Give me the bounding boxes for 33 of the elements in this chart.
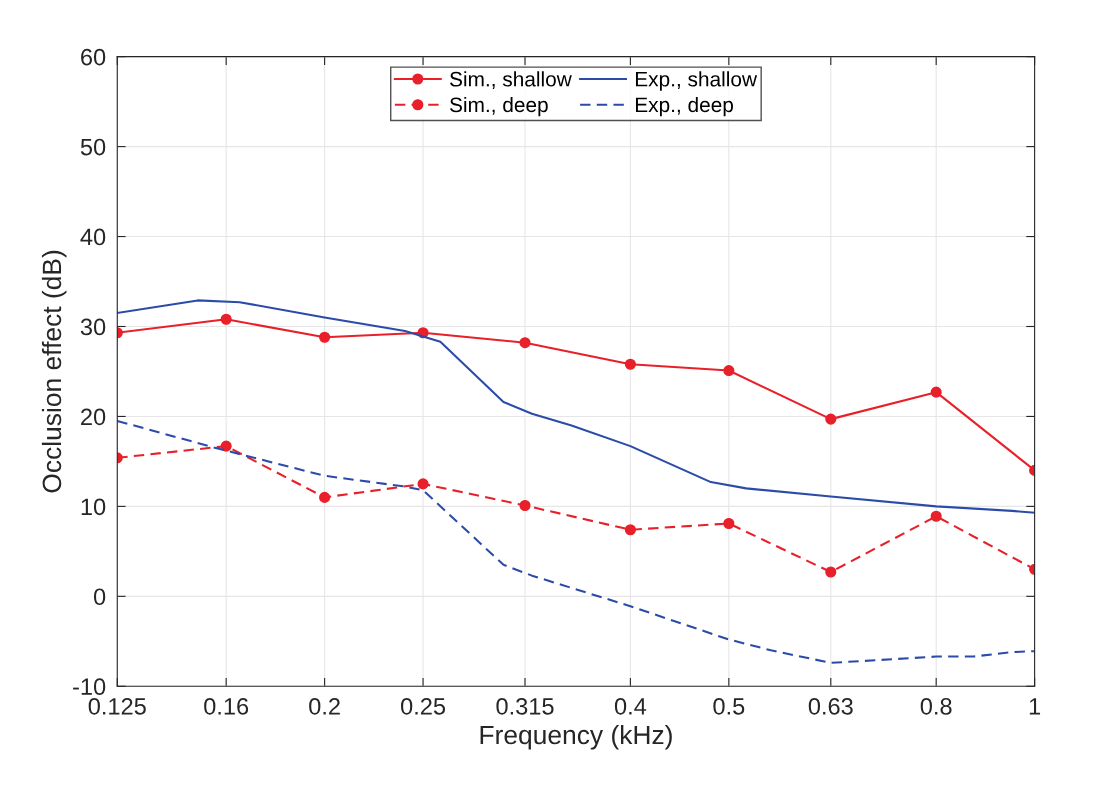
point [723, 365, 735, 377]
x-tick-label: 1 [1029, 698, 1041, 715]
x-tick-label: 0.2 [309, 698, 340, 715]
y-tick-label: -10 [73, 678, 106, 696]
y-axis-title: Occlusion effect (dB) [41, 250, 67, 493]
point [825, 566, 837, 578]
x-tick-label: 0.315 [496, 698, 554, 715]
legend-label: Sim., shallow [450, 71, 572, 90]
y-tick-label: 50 [80, 138, 106, 156]
legend-label: Exp., shallow [635, 71, 758, 91]
y-tick-label: 10 [81, 498, 106, 516]
x-tick-label: 0.16 [204, 698, 249, 715]
point [519, 337, 531, 349]
y-tick-label: 40 [80, 228, 106, 246]
point [825, 413, 837, 425]
y-tick-label: 0 [93, 588, 106, 606]
x-tick-label: 0.63 [808, 698, 853, 715]
y-tick-label: 60 [81, 48, 106, 66]
x-tick-label: 0.125 [88, 698, 146, 715]
legend-label: Exp., deep [635, 96, 734, 117]
point [723, 517, 735, 530]
point [417, 478, 429, 490]
y-tick-label: 30 [80, 318, 106, 336]
x-tick-label: 0.5 [713, 698, 745, 715]
y-tick-label: 20 [81, 408, 106, 426]
x-axis-title: Frequency (kHz) [480, 724, 672, 750]
x-tick-label: 0.25 [401, 698, 446, 715]
point [319, 331, 331, 343]
x-tick-label: 0.8 [920, 698, 952, 715]
point [319, 491, 331, 503]
legend-label: Sim., deep [450, 96, 548, 117]
point [519, 499, 531, 512]
x-tick-label: 0.4 [614, 698, 647, 715]
